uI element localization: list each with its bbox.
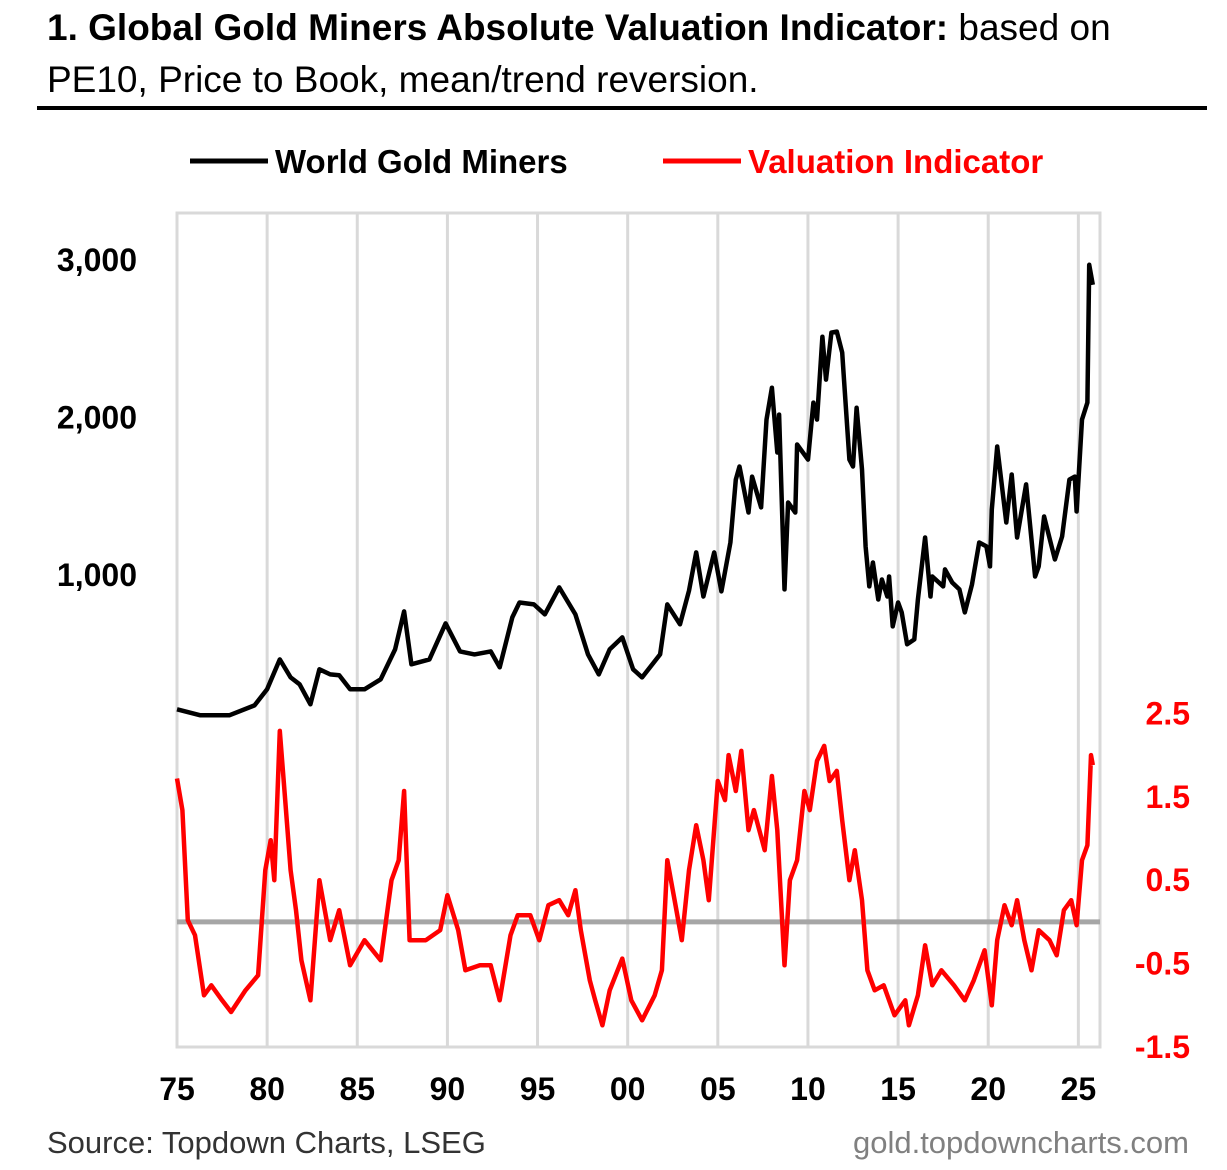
x-tick-label: 95 xyxy=(520,1071,556,1107)
right-y-tick-label: 2.5 xyxy=(1146,695,1190,731)
x-tick-label: 90 xyxy=(430,1071,466,1107)
x-tick-label: 85 xyxy=(339,1071,375,1107)
plot-area-border xyxy=(175,211,1102,1049)
x-tick-label: 20 xyxy=(970,1071,1006,1107)
x-tick-label: 80 xyxy=(249,1071,285,1107)
right-y-tick-label: -0.5 xyxy=(1135,946,1190,982)
title-divider xyxy=(37,106,1207,110)
x-tick-label: 10 xyxy=(790,1071,826,1107)
x-tick-label: 00 xyxy=(610,1071,646,1107)
website-note: gold.topdowncharts.com xyxy=(852,1125,1189,1160)
chart-title: 1. Global Gold Miners Absolute Valuation… xyxy=(47,2,1217,106)
legend: World Gold Miners Valuation Indicator xyxy=(190,143,1043,180)
x-tick-label: 15 xyxy=(880,1071,916,1107)
left-y-tick-label: 1,000 xyxy=(57,557,137,593)
source-note: Source: Topdown Charts, LSEG xyxy=(47,1125,486,1160)
x-tick-label: 05 xyxy=(700,1071,736,1107)
right-y-tick-label: 1.5 xyxy=(1146,779,1190,815)
left-y-tick-label: 3,000 xyxy=(57,242,137,278)
right-y-tick-label: -1.5 xyxy=(1135,1029,1190,1065)
legend-label-world-gold-miners: World Gold Miners xyxy=(275,143,568,180)
series-line-world-gold-miners xyxy=(176,262,1096,718)
left-y-tick-label: 2,000 xyxy=(57,400,137,436)
x-tick-label: 75 xyxy=(159,1071,195,1107)
legend-label-valuation-indicator: Valuation Indicator xyxy=(748,143,1043,180)
right-y-tick-label: 0.5 xyxy=(1146,862,1190,898)
title-rest: based on PE10, Price to Book, mean/trend… xyxy=(47,7,1111,100)
series-line-valuation-indicator xyxy=(174,728,1096,1028)
title-bold: 1. Global Gold Miners Absolute Valuation… xyxy=(47,7,949,48)
x-tick-label: 25 xyxy=(1061,1071,1097,1107)
